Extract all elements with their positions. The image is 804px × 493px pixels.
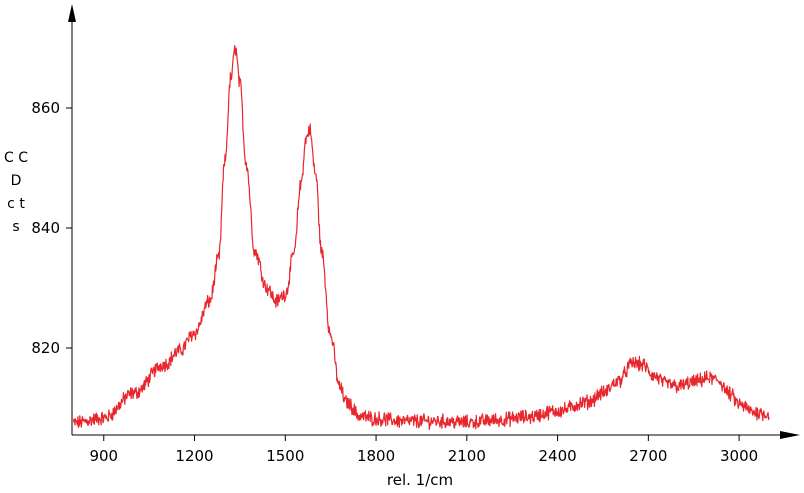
y-tick-label: 820 bbox=[31, 339, 60, 357]
x-tick-label: 1200 bbox=[175, 447, 213, 465]
x-axis-label: rel. 1/cm bbox=[387, 471, 453, 489]
y-axis-label-line: C C bbox=[4, 150, 28, 166]
x-tick-label: 1500 bbox=[266, 447, 304, 465]
x-tick-label: 900 bbox=[89, 447, 118, 465]
y-axis-label-line: s bbox=[12, 219, 19, 235]
y-axis-label-line: D bbox=[11, 173, 22, 189]
y-axis-arrow bbox=[68, 4, 76, 22]
x-axis-arrow bbox=[780, 431, 800, 439]
y-ticks: 820 840 860 bbox=[31, 99, 72, 357]
y-tick-label: 840 bbox=[31, 219, 60, 237]
x-tick-label: 2100 bbox=[448, 447, 486, 465]
y-axis-label-line: c t bbox=[7, 196, 25, 212]
axes bbox=[68, 4, 800, 439]
x-tick-label: 3000 bbox=[720, 447, 758, 465]
x-tick-label: 1800 bbox=[357, 447, 395, 465]
y-tick-label: 860 bbox=[31, 99, 60, 117]
x-tick-label: 2400 bbox=[538, 447, 576, 465]
x-tick-label: 2700 bbox=[629, 447, 667, 465]
spectrum-line bbox=[72, 45, 770, 431]
x-ticks: 900 1200 1500 1800 2100 2400 2700 3000 bbox=[89, 435, 758, 465]
y-axis-label: C C Dc t s bbox=[4, 150, 28, 235]
